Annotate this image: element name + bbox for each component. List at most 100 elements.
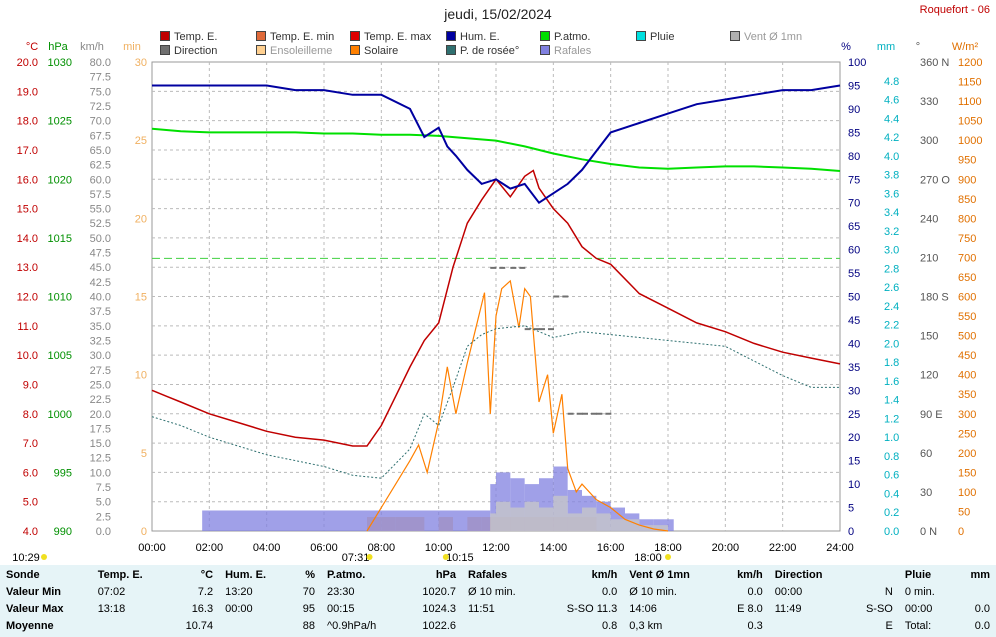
rain-tick-label: 2.4 bbox=[884, 301, 899, 313]
wind-tick-label: 52.5 bbox=[90, 218, 111, 230]
x-tick-label: 18:00 bbox=[654, 542, 682, 554]
legend-label: Pluie bbox=[650, 31, 675, 43]
pressure-tick-label: 1005 bbox=[48, 350, 72, 362]
legend-item: Vent Ø 1mn bbox=[730, 31, 802, 43]
temp-tick-label: 12.0 bbox=[17, 292, 38, 304]
legend-item: Hum. E. bbox=[446, 31, 500, 43]
direction-tick-label: 270 O bbox=[920, 174, 950, 186]
legend-swatch bbox=[540, 45, 550, 55]
stats-cell bbox=[769, 617, 848, 634]
wind-tick-label: 75.0 bbox=[90, 86, 111, 98]
temp-tick-label: 6.0 bbox=[23, 467, 38, 479]
legend-item: Ensoleilleme bbox=[256, 45, 332, 57]
stats-header-cell: mm bbox=[970, 568, 990, 581]
stats-cell bbox=[92, 617, 167, 634]
solar-tick-label: 1200 bbox=[958, 57, 982, 69]
temp-tick-label: 17.0 bbox=[17, 145, 38, 157]
minutes-tick-label: 25 bbox=[135, 135, 147, 147]
rain-tick-label: 1.8 bbox=[884, 357, 899, 369]
wind-tick-label: 50.0 bbox=[90, 233, 111, 245]
temp-tick-label: 11.0 bbox=[17, 321, 38, 333]
rain-tick-label: 0.2 bbox=[884, 507, 899, 519]
humidity-tick-label: 10 bbox=[848, 479, 860, 491]
wind-unit-label: km/h bbox=[80, 41, 104, 53]
humidity-tick-label: 95 bbox=[848, 80, 860, 92]
rain-tick-label: 4.0 bbox=[884, 151, 899, 163]
rain-tick-label: 4.2 bbox=[884, 132, 899, 144]
stats-cell: 23:30 bbox=[326, 585, 355, 598]
x-tick-label: 08:00 bbox=[368, 542, 396, 554]
rain-tick-label: 3.4 bbox=[884, 207, 899, 219]
wind-bar bbox=[596, 513, 611, 531]
direction-tick-label: 180 S bbox=[920, 292, 949, 304]
stats-header-cell: °C bbox=[200, 568, 214, 581]
rain-tick-label: 3.0 bbox=[884, 245, 899, 257]
stats-cell: Valeur Max bbox=[6, 602, 64, 615]
wind-bar bbox=[567, 513, 582, 531]
solar-tick-label: 1000 bbox=[958, 135, 982, 147]
stats-cell: 88 bbox=[302, 619, 315, 632]
rain-tick-label: 3.8 bbox=[884, 170, 899, 182]
humidity-line bbox=[152, 84, 841, 205]
humidity-tick-label: 35 bbox=[848, 362, 860, 374]
stats-cell: S-SO 11.3 bbox=[566, 602, 618, 615]
minutes-tick-label: 5 bbox=[141, 448, 147, 460]
humidity-tick-label: 65 bbox=[848, 221, 860, 233]
stats-cell: E bbox=[885, 619, 893, 632]
legend-swatch bbox=[350, 45, 360, 55]
stats-cell: Total: bbox=[904, 619, 932, 632]
legend-label: Ensoleilleme bbox=[270, 45, 333, 57]
sun-icon bbox=[366, 554, 373, 560]
stats-header-cell: % bbox=[305, 568, 315, 581]
x-tick-label: 14:00 bbox=[540, 542, 568, 554]
stats-cell: 13:20 bbox=[225, 585, 253, 598]
solar-tick-label: 950 bbox=[958, 155, 976, 167]
rain-tick-label: 0.8 bbox=[884, 451, 899, 463]
legend-label: P.atmo. bbox=[554, 31, 591, 43]
humidity-tick-label: 20 bbox=[848, 432, 860, 444]
sun-icon bbox=[41, 554, 47, 560]
rain-tick-label: 0.0 bbox=[884, 526, 899, 538]
solar-tick-label: 400 bbox=[958, 370, 976, 382]
wind-bar bbox=[524, 501, 539, 531]
rain-tick-label: 2.0 bbox=[884, 338, 899, 350]
stats-cell bbox=[954, 583, 996, 600]
legend-label: Solaire bbox=[364, 45, 399, 57]
stats-cell: 95 bbox=[302, 602, 315, 615]
minutes-unit-label: min bbox=[123, 41, 141, 53]
legend-label: Hum. E. bbox=[460, 31, 500, 43]
stats-header-cell: Rafales bbox=[468, 568, 508, 581]
stats-cell: 0.3 bbox=[747, 619, 763, 632]
humidity-tick-label: 80 bbox=[848, 151, 860, 163]
solar-tick-label: 0 bbox=[958, 526, 964, 538]
x-tick-label: 06:00 bbox=[310, 542, 338, 554]
legend-item: Direction bbox=[160, 45, 217, 57]
direction-tick-label: 30 bbox=[920, 487, 932, 499]
humidity-tick-label: 55 bbox=[848, 268, 860, 280]
solar-unit-label: W/m² bbox=[952, 41, 979, 53]
wind-tick-label: 35.0 bbox=[90, 321, 111, 333]
stats-header-cell: Direction bbox=[774, 568, 823, 581]
wind-bar bbox=[539, 507, 554, 531]
pressure-line bbox=[151, 127, 841, 172]
legend-label: Vent Ø 1mn bbox=[744, 31, 803, 43]
rain-tick-label: 0.6 bbox=[884, 470, 899, 482]
solar-tick-label: 200 bbox=[958, 448, 976, 460]
stats-cell: ^0.9hPa/h bbox=[326, 619, 377, 632]
temp-tick-label: 20.0 bbox=[17, 57, 38, 69]
stats-cell: 0.8 bbox=[602, 619, 618, 632]
stats-table: Sonde Temp. E. °C Hum. E. % P.atmo. hPa … bbox=[0, 566, 996, 634]
stats-cell: 0,3 km bbox=[629, 619, 663, 632]
stats-cell: 13:18 bbox=[97, 602, 126, 615]
temp-tick-label: 9.0 bbox=[23, 379, 38, 391]
pressure-tick-label: 1030 bbox=[48, 57, 72, 69]
legend-item: Pluie bbox=[636, 31, 674, 43]
direction-tick-label: 0 N bbox=[920, 526, 937, 538]
sun-icon bbox=[442, 554, 449, 560]
wind-tick-label: 7.5 bbox=[96, 482, 111, 494]
stats-header-cell: Temp. E. bbox=[97, 568, 143, 581]
wind-tick-label: 77.5 bbox=[90, 72, 111, 84]
solar-line bbox=[366, 279, 669, 532]
x-tick-label: 16:00 bbox=[597, 542, 625, 554]
stats-cell: 00:00 bbox=[774, 585, 803, 598]
